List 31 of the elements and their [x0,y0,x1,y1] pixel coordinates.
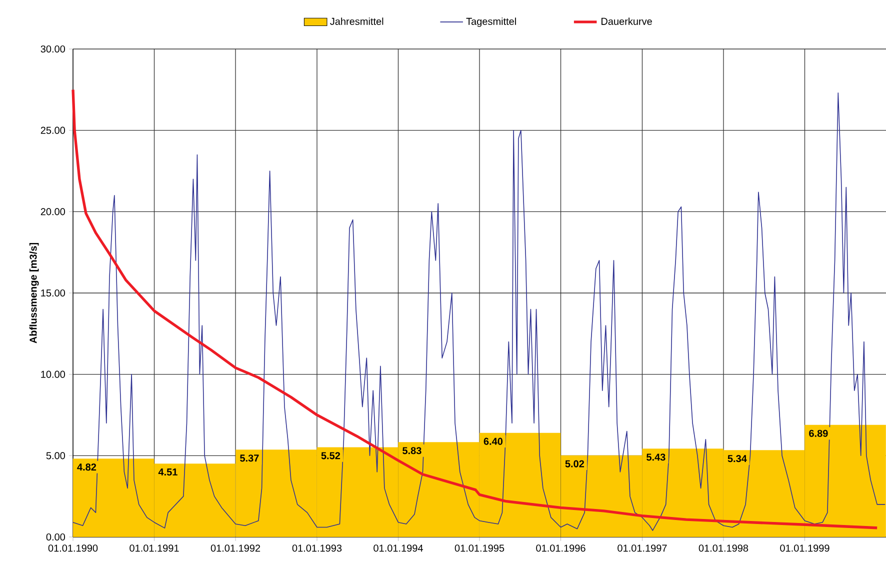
data-label: 5.02 [565,460,584,468]
y-axis-title: Abflussmenge [m3/s] [29,243,39,344]
y-tick-label: 15.00 [41,289,66,297]
y-tick-label: 5.00 [46,452,66,460]
data-label: 5.52 [321,452,340,460]
legend-label: Jahresmittel [330,18,384,25]
y-tick-label: 20.00 [40,208,66,216]
x-tick-label: 01.01.1993 [292,544,342,552]
y-tick-label: 25.00 [40,126,66,134]
x-tick-label: 01.01.1996 [536,544,586,552]
y-tick-label: 0.00 [46,533,66,541]
x-tick-label: 01.01.1995 [454,544,504,552]
x-tick-label: 01.01.1994 [374,544,423,552]
x-tick-label: 01.01.1991 [130,544,179,552]
x-tick-label: 01.01.1998 [698,544,748,552]
x-tick-label: 01.01.1992 [210,544,260,552]
data-label: 5.43 [646,454,666,461]
legend-label: Dauerkurve [602,18,652,25]
x-tick-label: 01.01.1990 [48,544,98,552]
x-tick-label: 01.01.1999 [780,544,830,552]
data-label: 5.37 [240,454,259,462]
data-label: 6.89 [809,430,828,437]
data-label: 4.51 [158,468,178,476]
legend-label: Tagesmittel [466,18,516,27]
y-tick-label: 30.00 [40,45,66,53]
y-tick-label: 10.00 [41,370,66,378]
data-label: 4.82 [77,464,96,471]
data-label: 5.34 [728,455,747,462]
x-tick-label: 01.01.1997 [618,544,667,552]
data-label: 6.40 [484,438,503,445]
data-label: 5.83 [402,447,422,454]
